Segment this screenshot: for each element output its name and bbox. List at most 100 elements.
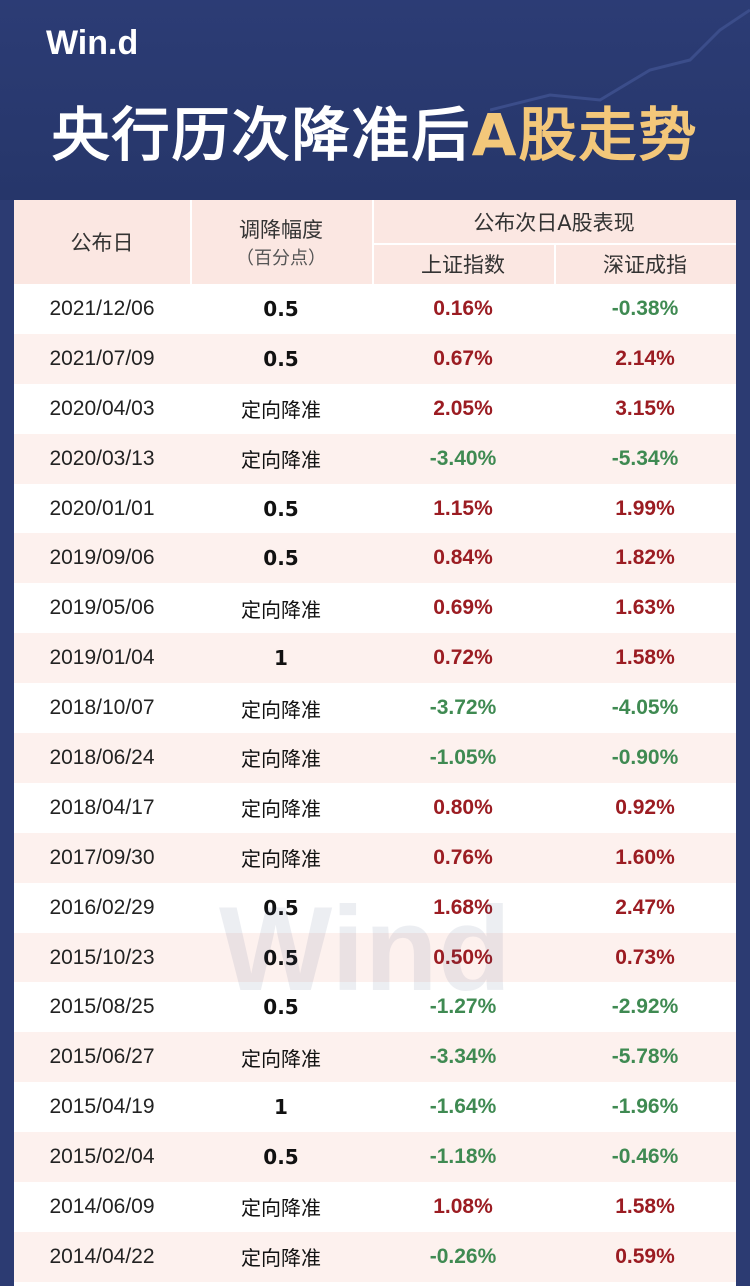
cell-shenzhen: 3.15% [615,396,675,420]
cell-date: 2015/08/25 [49,995,155,1019]
cell-cut: 0.5 [263,546,299,571]
table-body: 2021/12/06 0.5 0.16% -0.38% 2021/07/09 0.5 0.6… [14,284,736,1282]
rrr-cut-table: 公布日 调降幅度 （百分点） 公布次日A股表现 上证指数 深证成指 2021/1… [14,200,736,1286]
cell-shenzhen: -0.38% [611,296,679,320]
cell-cut: 0.5 [263,895,299,920]
header-divider [372,243,736,245]
cell-date: 2020/04/03 [49,396,155,420]
cell-shanghai: 1.15% [433,496,493,520]
cell-shenzhen: -2.92% [611,995,679,1019]
table-row: 2020/01/01 0.5 1.15% 1.99% [14,484,736,534]
cell-shenzhen: 0.92% [615,795,675,819]
table-row: 2015/10/23 0.5 0.50% 0.73% [14,932,736,983]
header-date: 公布日 [70,231,134,255]
cell-cut: 定向降准 [241,1046,321,1071]
cell-date: 2015/06/27 [49,1045,155,1069]
cell-shanghai: 2.05% [433,396,493,420]
cell-date: 2015/10/23 [49,945,155,969]
cell-shenzhen: 1.58% [615,646,675,670]
header-sz: 深证成指 [603,253,687,277]
cell-shanghai: 0.67% [433,346,493,370]
cell-cut: 定向降准 [241,797,321,822]
table-row: 2019/09/06 0.5 0.84% 1.82% [14,533,736,584]
cell-date: 2019/09/06 [49,546,155,570]
header-sh: 上证指数 [421,253,505,277]
cell-date: 2015/04/19 [49,1095,155,1119]
table-row: 2020/04/03 定向降准 2.05% 3.15% [14,384,736,434]
header-divider [372,200,374,284]
table-row: 2015/08/25 0.5 -1.27% -2.92% [14,982,736,1032]
cell-shenzhen: 1.99% [615,496,675,520]
header-divider [554,244,556,284]
cell-date: 2015/02/04 [49,1145,155,1169]
cell-shenzhen: 2.47% [615,895,675,919]
cell-shenzhen: 1.82% [615,546,675,570]
cell-shenzhen: -1.96% [611,1095,679,1119]
cell-shanghai: 0.69% [433,596,493,620]
cell-shanghai: 0.16% [433,296,493,320]
table-row: 2021/12/06 0.5 0.16% -0.38% [14,284,736,334]
page-title: 央行历次降准后A股走势 [0,88,750,172]
cell-shenzhen: -5.78% [611,1045,679,1069]
cell-cut: 定向降准 [241,597,321,622]
cell-date: 2018/10/07 [49,696,155,720]
cell-cut: 定向降准 [241,448,321,473]
table-row: 2015/02/04 0.5 -1.18% -0.46% [14,1132,736,1183]
cell-shenzhen: 1.58% [615,1194,675,1218]
cell-shanghai: -1.18% [429,1145,497,1169]
cell-shanghai: -3.34% [429,1045,497,1069]
cell-date: 2020/01/01 [49,496,155,520]
table-row: 2017/09/30 定向降准 0.76% 1.60% [14,832,736,883]
header-divider [190,200,192,284]
header-cut-line1: 调降幅度 [239,218,323,242]
table-row: 2018/10/07 定向降准 -3.72% -4.05% [14,683,736,733]
cell-cut: 定向降准 [241,1246,321,1271]
chart-line-decoration [490,8,750,112]
cell-cut: 定向降准 [241,847,321,872]
cell-date: 2018/06/24 [49,745,155,769]
table-row: 2018/04/17 定向降准 0.80% 0.92% [14,783,736,833]
cell-cut: 0.5 [263,346,299,371]
cell-cut: 1 [274,646,288,671]
table-row: 2021/07/09 0.5 0.67% 2.14% [14,333,736,384]
table-row: 2019/01/04 1 0.72% 1.58% [14,633,736,684]
cell-date: 2014/06/09 [49,1194,155,1218]
header-cut-line2: （百分点） [236,248,326,269]
cell-date: 2021/12/06 [49,296,155,320]
cell-date: 2019/01/04 [49,646,155,670]
cell-shenzhen: -4.05% [611,696,679,720]
left-border [0,200,14,1286]
cell-cut: 0.5 [263,995,299,1020]
table-row: 2020/03/13 定向降准 -3.40% -5.34% [14,433,736,484]
cell-shanghai: 1.68% [433,895,493,919]
cell-cut: 0.5 [263,945,299,970]
cell-date: 2014/04/22 [49,1244,155,1268]
cell-shenzhen: 2.14% [615,346,675,370]
cell-shanghai: -1.64% [429,1095,497,1119]
cell-shanghai: -3.40% [429,446,497,470]
cell-shanghai: 0.76% [433,845,493,869]
table-row: 2018/06/24 定向降准 -1.05% -0.90% [14,733,736,783]
cell-cut: 定向降准 [241,1196,321,1221]
cell-shanghai: -1.27% [429,995,497,1019]
cell-date: 2019/05/06 [49,596,155,620]
table-row: 2014/04/22 定向降准 -0.26% 0.59% [14,1231,736,1282]
cell-date: 2021/07/09 [49,346,155,370]
cell-cut: 0.5 [263,496,299,521]
cell-shenzhen: 1.60% [615,845,675,869]
cell-cut: 1 [274,1095,288,1120]
cell-date: 2016/02/29 [49,895,155,919]
title-highlight: A股走势 [471,101,699,169]
cell-cut: 定向降准 [241,398,321,423]
cell-shanghai: -3.72% [429,696,497,720]
cell-shenzhen: -5.34% [611,446,679,470]
header-banner: Win.d 央行历次降准后A股走势 [0,0,750,200]
cell-date: 2017/09/30 [49,845,155,869]
cell-cut: 定向降准 [241,747,321,772]
table-row: 2015/04/19 1 -1.64% -1.96% [14,1082,736,1132]
cell-shanghai: -0.26% [429,1244,497,1268]
title-main: 央行历次降准后 [51,101,472,169]
cell-shanghai: 0.80% [433,795,493,819]
cell-shanghai: -1.05% [429,745,497,769]
cell-date: 2020/03/13 [49,446,155,470]
